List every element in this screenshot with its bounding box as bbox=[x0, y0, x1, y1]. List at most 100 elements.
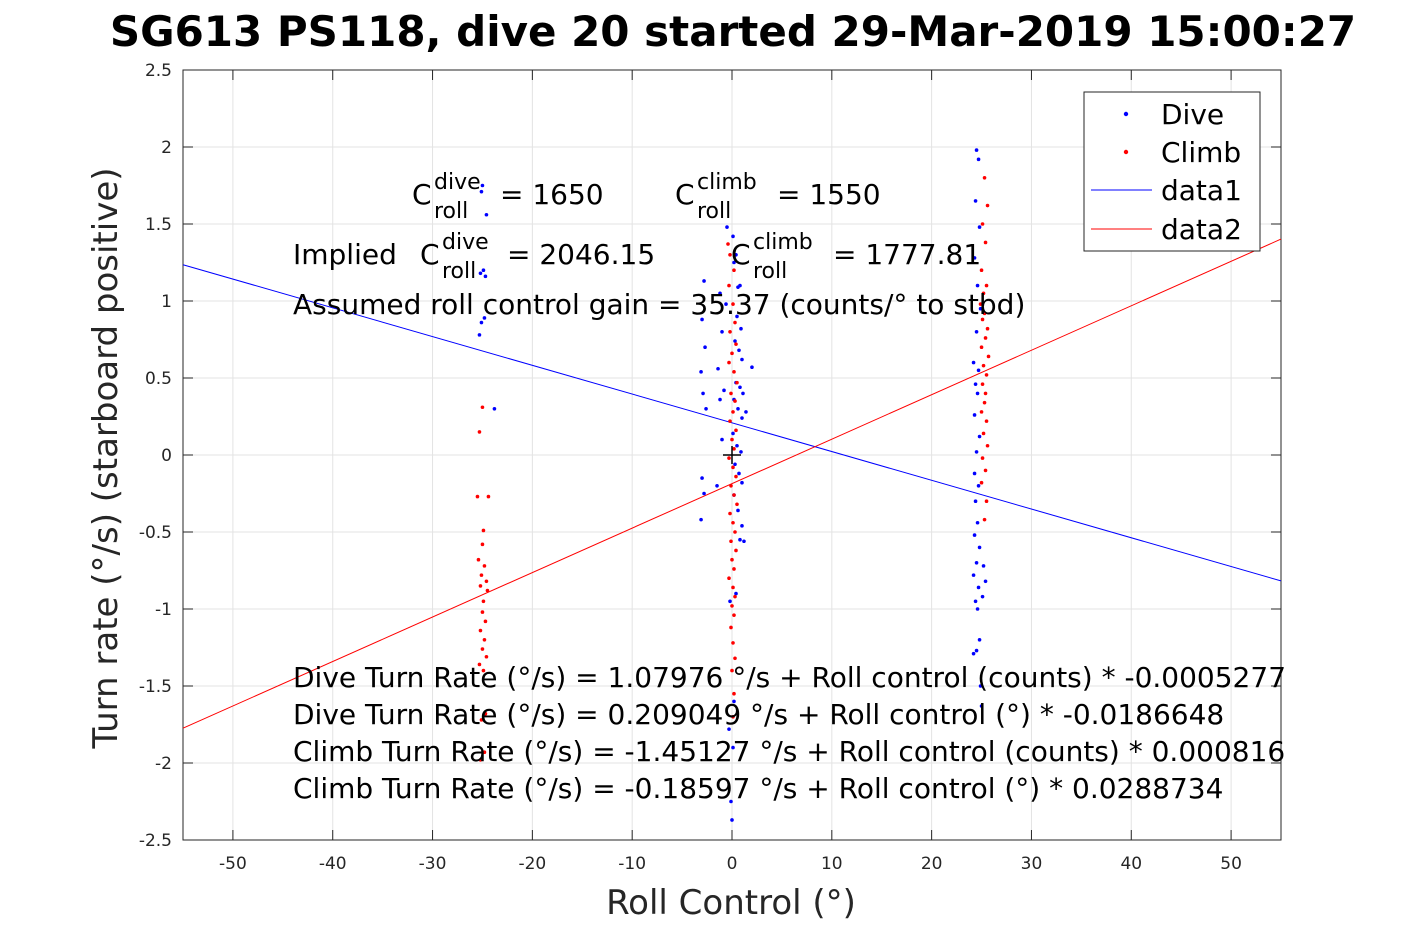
point-climb bbox=[979, 480, 984, 485]
point-climb bbox=[735, 380, 739, 385]
point-dive bbox=[700, 476, 704, 480]
point-climb bbox=[475, 494, 480, 499]
point-climb bbox=[983, 391, 988, 396]
c-climb-sub: roll bbox=[697, 199, 731, 224]
point-dive bbox=[700, 317, 704, 322]
point-dive bbox=[703, 345, 707, 350]
point-climb bbox=[984, 419, 989, 423]
c-dive-sub: roll bbox=[434, 199, 468, 224]
point-dive bbox=[730, 818, 734, 822]
point-dive bbox=[740, 416, 744, 420]
implied-dive-sub: roll bbox=[442, 259, 476, 284]
point-dive bbox=[740, 524, 744, 528]
point-climb bbox=[980, 317, 985, 322]
point-dive bbox=[973, 499, 978, 504]
point-climb bbox=[479, 718, 484, 722]
point-dive bbox=[735, 314, 739, 319]
point-climb bbox=[734, 548, 738, 553]
point-dive bbox=[724, 302, 728, 306]
point-dive bbox=[480, 183, 485, 188]
y-tick-label: -0.5 bbox=[139, 523, 172, 543]
fit-line-data2 bbox=[182, 238, 1282, 729]
x-tick-label: 30 bbox=[1021, 854, 1043, 874]
x-tick-label: -10 bbox=[618, 854, 646, 874]
y-tick-label: 0.5 bbox=[145, 369, 172, 389]
fit-line-data1 bbox=[182, 264, 1282, 582]
point-dive bbox=[728, 599, 732, 604]
point-dive bbox=[704, 407, 708, 411]
x-tick-label: -50 bbox=[219, 854, 247, 874]
point-dive bbox=[737, 348, 741, 353]
point-dive bbox=[737, 471, 741, 476]
point-climb bbox=[984, 499, 989, 504]
point-dive bbox=[983, 579, 988, 584]
point-dive bbox=[722, 388, 726, 393]
point-climb bbox=[732, 691, 736, 696]
point-dive bbox=[718, 397, 722, 402]
point-climb bbox=[480, 542, 485, 547]
point-climb bbox=[478, 628, 483, 633]
point-climb bbox=[729, 539, 733, 544]
implied-prefix: Implied bbox=[293, 238, 397, 271]
point-dive bbox=[720, 330, 724, 334]
x-tick-label: 10 bbox=[821, 854, 843, 874]
point-dive bbox=[731, 431, 735, 436]
point-climb bbox=[735, 502, 739, 507]
point-climb bbox=[482, 638, 487, 642]
implied-climb-sub: roll bbox=[753, 259, 787, 284]
point-climb bbox=[985, 203, 990, 208]
point-dive bbox=[976, 585, 981, 590]
point-climb bbox=[986, 354, 991, 359]
implied-climb-value: = 1777.81 bbox=[833, 238, 981, 271]
implied-dive-base: C bbox=[420, 238, 440, 271]
point-climb bbox=[728, 253, 732, 257]
point-climb bbox=[729, 625, 733, 630]
point-climb bbox=[728, 419, 732, 423]
point-dive bbox=[973, 199, 978, 203]
point-climb bbox=[733, 594, 737, 599]
point-dive bbox=[750, 365, 754, 370]
point-dive bbox=[738, 283, 742, 288]
point-climb bbox=[480, 647, 485, 651]
x-tick-label: 0 bbox=[727, 854, 738, 874]
legend: Dive Climb data1 data2 bbox=[1083, 91, 1261, 252]
point-dive bbox=[976, 157, 981, 162]
annotation-gain: Assumed roll control gain = 35.37 (count… bbox=[293, 288, 1025, 321]
point-climb bbox=[731, 641, 735, 645]
point-climb bbox=[982, 517, 987, 522]
point-climb bbox=[733, 320, 737, 325]
point-dive bbox=[741, 391, 745, 396]
point-climb bbox=[984, 283, 989, 288]
point-climb bbox=[731, 585, 735, 590]
point-climb bbox=[482, 564, 487, 568]
point-dive bbox=[729, 799, 733, 804]
point-dive bbox=[974, 330, 979, 334]
x-tick-label: 50 bbox=[1220, 854, 1242, 874]
point-dive bbox=[731, 745, 735, 750]
point-dive bbox=[975, 607, 980, 611]
point-climb bbox=[732, 613, 736, 617]
point-climb bbox=[733, 656, 737, 661]
point-dive bbox=[975, 520, 980, 525]
point-dive bbox=[971, 360, 976, 365]
point-climb bbox=[478, 758, 483, 762]
point-climb bbox=[733, 530, 737, 534]
fit-lines bbox=[182, 238, 1282, 729]
point-climb bbox=[730, 668, 734, 673]
c-climb-base: C bbox=[675, 178, 695, 211]
y-tick-label: -1.5 bbox=[139, 677, 172, 697]
point-dive bbox=[971, 651, 976, 656]
point-climb bbox=[481, 599, 486, 604]
y-tick-label: 2 bbox=[161, 138, 172, 158]
point-climb bbox=[978, 302, 983, 306]
point-climb bbox=[984, 373, 989, 377]
legend-entries: Dive Climb data1 data2 bbox=[1091, 98, 1242, 246]
point-dive bbox=[979, 704, 984, 708]
point-climb bbox=[732, 268, 736, 273]
y-tick-label: 0 bbox=[161, 446, 172, 466]
point-dive bbox=[478, 271, 483, 276]
point-climb bbox=[979, 268, 984, 273]
point-dive bbox=[733, 462, 737, 467]
point-climb bbox=[983, 336, 988, 340]
